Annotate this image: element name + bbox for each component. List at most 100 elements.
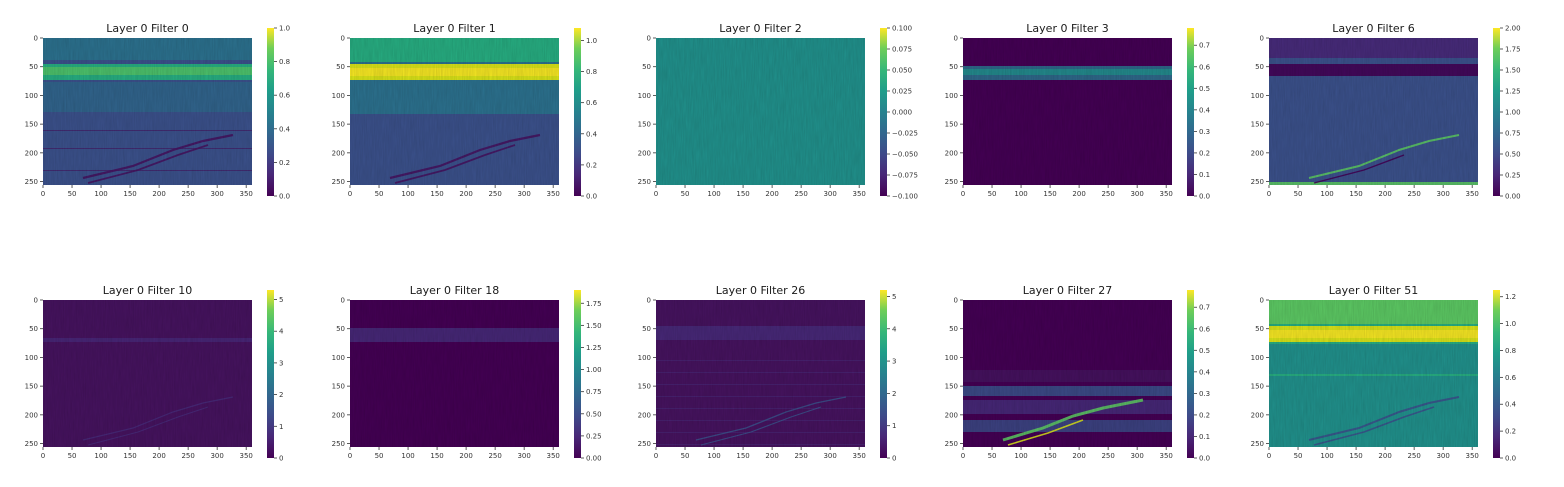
x-tick-label: 0 [41,452,45,460]
colorbar-tick-label: 0.2 [1199,411,1210,419]
colorbar [1493,290,1500,458]
heatmap-image [963,300,1172,447]
x-tick-label: 350 [547,190,560,198]
colorbar-tick-label: 1.00 [586,366,602,374]
x-tick-label: 300 [517,190,530,198]
y-tick-label: 0 [341,297,345,305]
heatmap-image [43,38,252,185]
heatmap-image [350,300,559,447]
y-tick-label: 50 [336,63,345,71]
colorbar-tick-label: 0.7 [1199,42,1210,50]
x-tick-label: 250 [488,190,501,198]
x-tick-label: 300 [1130,452,1143,460]
colorbar-tick-label: 1.00 [1505,109,1521,117]
panel-title: Layer 0 Filter 0 [106,22,188,35]
x-tick-label: 350 [853,190,866,198]
x-tick-label: 200 [152,190,165,198]
x-tick-label: 0 [348,452,352,460]
colorbar [574,290,581,458]
y-tick-label: 50 [1255,63,1264,71]
colorbar-tick-label: 0.8 [1505,347,1516,355]
colorbar-tick-label: 0.0 [586,193,597,201]
colorbar-tick-label: 0.4 [1199,106,1211,114]
panel-title: Layer 0 Filter 3 [1026,22,1108,35]
colorbar-tick-label: 0.0 [1199,455,1210,463]
y-tick-label: 250 [945,440,958,448]
y-tick-label: 250 [332,178,345,186]
colorbar-tick-label: 2 [892,390,896,398]
colorbar-tick-label: 0.4 [279,125,291,133]
y-tick-label: 0 [647,35,651,43]
y-tick-label: 200 [945,411,958,419]
x-tick-label: 50 [375,190,384,198]
colorbar-tick-label: 0.1 [1199,171,1210,179]
colorbar-tick-label: 4 [279,328,284,336]
y-tick-label: 50 [29,63,38,71]
colorbar [880,290,887,458]
y-tick-label: 0 [34,297,38,305]
y-tick-label: 100 [1251,354,1264,362]
x-tick-label: 50 [988,452,997,460]
colorbar-tick-label: 0.050 [892,67,912,75]
y-tick-label: 100 [638,354,651,362]
y-tick-label: 100 [945,92,958,100]
colorbar-tick-label: 0.5 [1199,347,1210,355]
colorbar-tick-label: −0.100 [892,193,918,201]
y-tick-label: 150 [638,121,651,129]
colorbar-tick-label: 1.50 [586,322,602,330]
x-tick-label: 200 [1378,190,1391,198]
y-tick-label: 100 [638,92,651,100]
y-tick-label: 250 [332,440,345,448]
colorbar-tick-label: 1.75 [1505,46,1521,54]
y-tick-label: 150 [25,383,38,391]
x-tick-label: 200 [765,190,778,198]
colorbar-tick-label: 1.50 [1505,67,1521,75]
colorbar-tick-label: 0.2 [279,159,290,167]
y-tick-label: 150 [945,383,958,391]
colorbar-tick-label: 0.6 [279,92,291,100]
x-tick-label: 50 [681,190,690,198]
colorbar-tick-label: 1.75 [586,300,602,308]
colorbar-tick-label: 5 [892,293,896,301]
y-tick-label: 0 [647,297,651,305]
colorbar-tick-label: 5 [279,296,283,304]
x-tick-label: 100 [1320,452,1333,460]
colorbar [267,290,274,458]
x-tick-label: 300 [1436,190,1449,198]
x-tick-label: 250 [1407,190,1420,198]
colorbar-tick-label: 0.00 [1505,193,1521,201]
x-tick-label: 0 [961,452,965,460]
colorbar-tick-label: 1.0 [279,25,290,33]
x-tick-label: 100 [401,452,414,460]
colorbar-tick-label: 0.000 [892,109,912,117]
colorbar-tick-label: 1 [892,422,896,430]
colorbar-tick-label: 1.25 [586,344,602,352]
x-tick-label: 150 [123,190,136,198]
colorbar-tick-label: 0.25 [586,432,602,440]
colorbar-tick-label: 0.50 [586,410,602,418]
colorbar [1187,28,1194,196]
x-tick-label: 350 [240,452,253,460]
x-tick-label: 0 [654,452,658,460]
colorbar-tick-label: 1.2 [1505,293,1516,301]
x-tick-label: 0 [961,190,965,198]
panel-title: Layer 0 Filter 26 [716,284,805,297]
colorbar-tick-label: 0.5 [1199,85,1210,93]
x-tick-label: 100 [94,452,107,460]
colorbar-tick-label: 0.8 [586,68,597,76]
colorbar-tick-label: 0.0 [279,193,290,201]
y-tick-label: 50 [1255,325,1264,333]
colorbar-tick-label: 0.3 [1199,390,1210,398]
panel-title: Layer 0 Filter 6 [1332,22,1414,35]
y-tick-label: 200 [638,149,651,157]
colorbar-tick-label: 0 [279,455,283,463]
x-tick-label: 250 [794,190,807,198]
heatmap-image [656,38,865,185]
panel-title: Layer 0 Filter 10 [103,284,192,297]
x-tick-label: 50 [375,452,384,460]
y-tick-label: 100 [25,92,38,100]
